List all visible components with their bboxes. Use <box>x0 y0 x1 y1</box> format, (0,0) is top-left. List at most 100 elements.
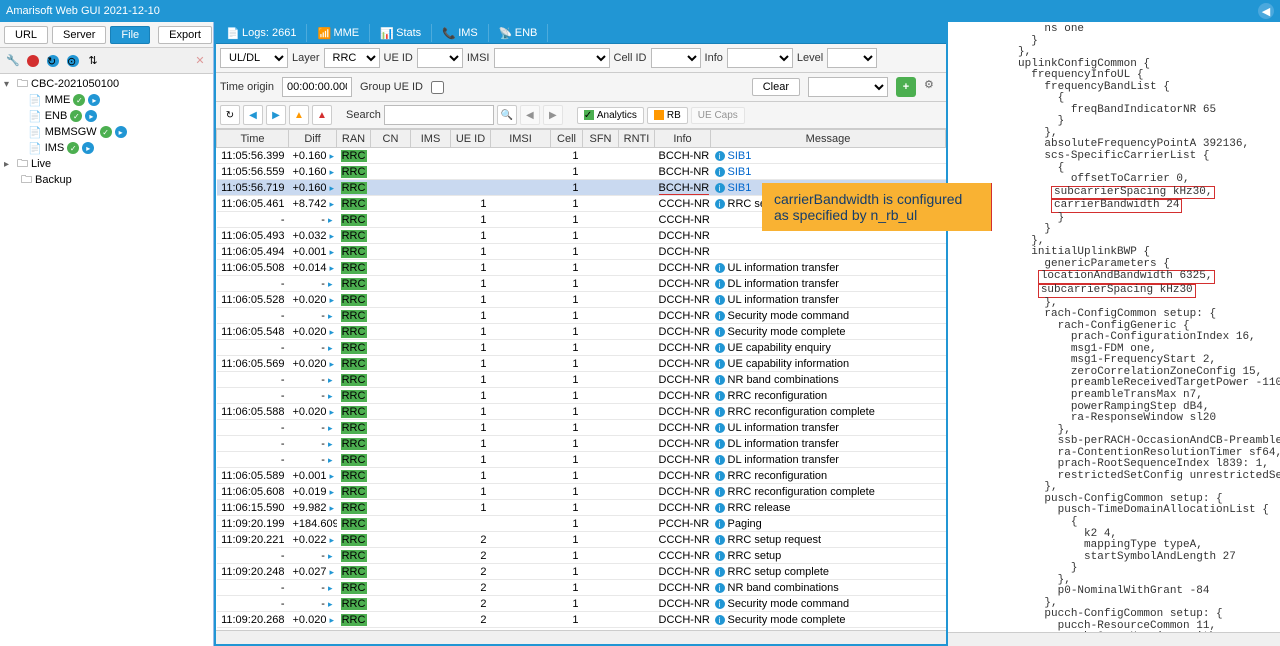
sync2-icon[interactable]: ⊙ <box>64 52 82 70</box>
left-sec-toolbar: URL Server File Export ⟳ <box>0 22 213 48</box>
url-button[interactable]: URL <box>4 26 48 44</box>
tree-node-mbmsgw[interactable]: 📄MBMSGW ✓▸ <box>0 124 213 140</box>
status-play-icon[interactable]: ▸ <box>82 142 94 154</box>
table-row[interactable]: 11:06:05.528+0.020 ▸RRC11DCCH-NRiUL info… <box>217 292 946 308</box>
binoculars-icon[interactable]: 🔍 <box>497 105 517 125</box>
table-row[interactable]: 11:06:05.608+0.019 ▸RRC11DCCH-NRiRRC rec… <box>217 484 946 500</box>
next-icon[interactable]: ▶ <box>266 105 286 125</box>
table-row[interactable]: 11:06:05.589+0.001 ▸RRC11DCCH-NRiRRC rec… <box>217 468 946 484</box>
rb-button[interactable]: RB <box>647 107 688 124</box>
detail-text[interactable]: ns one } }, uplinkConfigCommon { frequen… <box>948 22 1280 632</box>
file-button[interactable]: File <box>110 26 150 44</box>
gear-icon[interactable]: ⚙ <box>924 78 942 96</box>
tab-ims[interactable]: 📞IMS <box>432 24 489 42</box>
right-h-scrollbar[interactable] <box>948 632 1280 646</box>
table-row[interactable]: 11:05:56.559+0.160 ▸RRC1BCCH-NRiSIB1 <box>217 164 946 180</box>
collapse-icon[interactable]: ▾ <box>4 79 14 89</box>
table-row[interactable]: 11:06:15.590+9.982 ▸RRC11DCCH-NRiRRC rel… <box>217 500 946 516</box>
add-icon[interactable]: + <box>896 77 916 97</box>
analytics-button[interactable]: ✓Analytics <box>577 107 644 124</box>
table-row[interactable]: -- ▸RRC11DCCH-NRiSecurity mode command <box>217 308 946 324</box>
close-icon[interactable]: ✕ <box>191 52 209 70</box>
prev-icon[interactable]: ◀ <box>243 105 263 125</box>
level-select[interactable] <box>827 48 877 68</box>
clear-select[interactable] <box>808 77 888 97</box>
table-row[interactable]: -- ▸RRC11DCCH-NRiUL information transfer <box>217 420 946 436</box>
sync3-icon[interactable]: ⇅ <box>84 52 102 70</box>
wrench-icon[interactable]: 🔧 <box>4 52 22 70</box>
col-header-ims[interactable]: IMS <box>411 130 451 148</box>
col-header-diff[interactable]: Diff <box>289 130 337 148</box>
tree-node-ims[interactable]: 📄IMS ✓▸ <box>0 140 213 156</box>
table-row[interactable]: 11:09:20.268+0.020 ▸RRC21DCCH-NRiSecurit… <box>217 612 946 628</box>
col-header-sfn[interactable]: SFN <box>583 130 619 148</box>
imsi-select[interactable] <box>494 48 610 68</box>
status-play-icon[interactable]: ▸ <box>115 126 127 138</box>
col-header-info[interactable]: Info <box>655 130 711 148</box>
err-icon[interactable]: ▲ <box>312 105 332 125</box>
col-header-rnti[interactable]: RNTI <box>619 130 655 148</box>
table-row[interactable]: 11:06:05.588+0.020 ▸RRC11DCCH-NRiRRC rec… <box>217 404 946 420</box>
table-row[interactable]: -- ▸RRC11DCCH-NRiNR band combinations <box>217 372 946 388</box>
col-header-message[interactable]: Message <box>711 130 946 148</box>
cellid-select[interactable] <box>651 48 701 68</box>
tree-backup[interactable]: 🗀 Backup <box>0 172 213 188</box>
col-header-cn[interactable]: CN <box>371 130 411 148</box>
table-row[interactable]: -- ▸RRC11DCCH-NRiDL information transfer <box>217 452 946 468</box>
table-row[interactable]: -- ▸RRC21DCCH-NRiNR band combinations <box>217 580 946 596</box>
expand-icon[interactable]: ▸ <box>4 159 14 169</box>
table-row[interactable]: 11:05:56.399+0.160 ▸RRC1BCCH-NRiSIB1 <box>217 148 946 164</box>
table-row[interactable]: 11:06:05.494+0.001 ▸RRC11DCCH-NR <box>217 244 946 260</box>
table-row[interactable]: 11:09:20.248+0.027 ▸RRC21DCCH-NRiRRC set… <box>217 564 946 580</box>
table-row[interactable]: 11:06:05.508+0.014 ▸RRC11DCCH-NRiUL info… <box>217 260 946 276</box>
status-play-icon[interactable]: ▸ <box>88 94 100 106</box>
col-header-time[interactable]: Time <box>217 130 289 148</box>
level-label: Level <box>797 52 823 64</box>
table-row[interactable]: 11:09:20.221+0.022 ▸RRC21CCCH-NRiRRC set… <box>217 532 946 548</box>
clear-button[interactable]: Clear <box>752 78 800 96</box>
group-ueid-checkbox[interactable] <box>431 81 444 94</box>
table-row[interactable]: -- ▸RRC11DCCH-NRiRRC reconfiguration <box>217 388 946 404</box>
table-row[interactable]: 11:06:05.569+0.020 ▸RRC11DCCH-NRiUE capa… <box>217 356 946 372</box>
search-prev-icon[interactable]: ◀ <box>520 105 540 125</box>
tab-mme[interactable]: 📶MME <box>307 24 370 42</box>
info-select[interactable] <box>727 48 793 68</box>
uecaps-button[interactable]: UE Caps <box>691 107 745 124</box>
layer-select[interactable]: RRC <box>324 48 380 68</box>
export-button[interactable]: Export <box>158 26 212 44</box>
stop-icon[interactable] <box>24 52 42 70</box>
ueid-select[interactable] <box>417 48 463 68</box>
table-row[interactable]: -- ▸RRC11DCCH-NRiDL information transfer <box>217 276 946 292</box>
tab-logs[interactable]: 📄Logs: 2661 <box>216 24 307 42</box>
table-row[interactable]: -- ▸RRC21CCCH-NRiRRC setup <box>217 548 946 564</box>
h-scrollbar[interactable] <box>216 630 946 644</box>
tree-root[interactable]: ▾ 🗀 CBC-2021050100 <box>0 76 213 92</box>
table-row[interactable]: -- ▸RRC21DCCH-NRiRRC reconfiguration <box>217 628 946 631</box>
table-row[interactable]: -- ▸RRC11DCCH-NRiUE capability enquiry <box>217 340 946 356</box>
tab-stats[interactable]: 📊Stats <box>370 24 432 42</box>
tab-enb[interactable]: 📡ENB <box>489 24 549 42</box>
collapse-left-icon[interactable]: ◀ <box>1258 3 1274 19</box>
search-next-icon[interactable]: ▶ <box>543 105 563 125</box>
annotation-callout: carrierBandwidth is configured as specif… <box>762 183 992 231</box>
tree-node-enb[interactable]: 📄ENB ✓▸ <box>0 108 213 124</box>
col-header-imsi[interactable]: IMSI <box>491 130 551 148</box>
table-row[interactable]: -- ▸RRC11DCCH-NRiDL information transfer <box>217 436 946 452</box>
diff-arrow-icon: ▸ <box>330 295 335 305</box>
uldl-select[interactable]: UL/DL <box>220 48 288 68</box>
table-row[interactable]: 11:09:20.199+184.609 ▸RRC1PCCH-NRiPaging <box>217 516 946 532</box>
message-text: NR band combinations <box>728 374 839 386</box>
search-input[interactable] <box>384 105 494 125</box>
status-play-icon[interactable]: ▸ <box>85 110 97 122</box>
warn-icon[interactable]: ▲ <box>289 105 309 125</box>
time-origin-input[interactable] <box>282 77 352 97</box>
col-header-ue-id[interactable]: UE ID <box>451 130 491 148</box>
reload-icon[interactable]: ↻ <box>220 105 240 125</box>
server-button[interactable]: Server <box>52 26 106 44</box>
table-row[interactable]: -- ▸RRC21DCCH-NRiSecurity mode command <box>217 596 946 612</box>
col-header-cell[interactable]: Cell <box>551 130 583 148</box>
col-header-ran[interactable]: RAN <box>337 130 371 148</box>
sync1-icon[interactable]: ↻ <box>44 52 62 70</box>
table-row[interactable]: 11:06:05.548+0.020 ▸RRC11DCCH-NRiSecurit… <box>217 324 946 340</box>
tree-node-mme[interactable]: 📄MME ✓▸ <box>0 92 213 108</box>
